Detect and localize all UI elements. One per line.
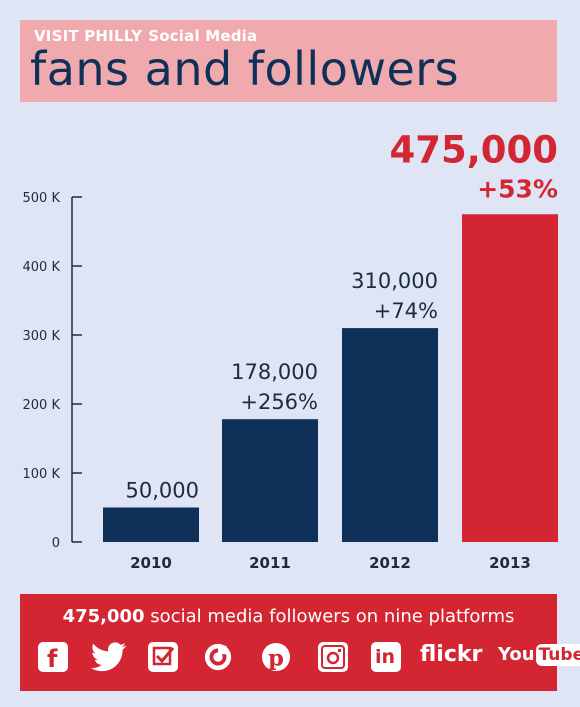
data-label-value: 50,000 (126, 479, 199, 503)
footer-text: social media followers on nine platforms (144, 606, 515, 627)
footer-band: 475,000 social media followers on nine p… (20, 594, 580, 691)
data-label-change: +74% (374, 299, 438, 323)
bar-2010 (103, 507, 199, 542)
y-tick-label: 200 K (23, 398, 61, 413)
y-tick-label: 400 K (23, 260, 61, 275)
subtitle-label: Social Media (148, 27, 258, 45)
data-label-value: 178,000 (231, 360, 318, 384)
youtube-you-label: You (498, 644, 535, 665)
youtube-icon: You Tube (498, 644, 580, 674)
pinterest-icon: p (261, 642, 291, 671)
page-title: fans and followers (30, 42, 460, 96)
x-tick-label: 2013 (489, 554, 531, 572)
data-labels-group: 50,000 178,000 +256% 310,000 +74% 475,000 +53% (126, 128, 558, 502)
y-tick-label: 500 K (23, 191, 61, 206)
foursquare-icon (148, 642, 178, 672)
x-axis: 2010 2011 2012 2013 (130, 554, 531, 572)
youtube-tube-label: Tube (535, 644, 580, 666)
data-label-value: 310,000 (351, 269, 438, 293)
footer-count: 475,000 (62, 606, 145, 627)
bar-2012 (342, 328, 438, 542)
header-kicker: VISIT PHILLY Social Media (34, 27, 257, 45)
instagram-icon (318, 642, 348, 672)
bar-2011 (222, 419, 318, 542)
data-label-value: 475,000 (389, 128, 558, 171)
x-tick-label: 2010 (130, 554, 172, 572)
title-band: VISIT PHILLY Social Media fans and follow… (20, 20, 557, 102)
facebook-icon: f (38, 642, 68, 673)
svg-text:p: p (268, 645, 284, 671)
path-icon (204, 643, 232, 671)
x-tick-label: 2011 (249, 554, 291, 572)
y-tick-label: 100 K (23, 467, 61, 482)
bar-2013 (462, 214, 558, 542)
brand-label: VISIT PHILLY (34, 27, 143, 45)
x-tick-label: 2012 (369, 554, 411, 572)
twitter-icon (90, 642, 127, 672)
platform-icons: f p in flickr You Tube (38, 642, 580, 676)
linkedin-icon: in (371, 642, 401, 672)
y-tick-label: 0 (52, 536, 60, 551)
flickr-icon: flickr (420, 642, 483, 667)
bar-chart: 0 100 K 200 K 300 K 400 K 500 K 50,000 178,000… (23, 128, 558, 572)
y-tick-label: 300 K (23, 329, 61, 344)
y-axis: 0 100 K 200 K 300 K 400 K 500 K (23, 191, 82, 551)
footer-summary: 475,000 social media followers on nine p… (20, 606, 557, 627)
bars-group (103, 214, 558, 542)
data-label-change: +53% (477, 174, 558, 203)
data-label-change: +256% (240, 390, 318, 414)
